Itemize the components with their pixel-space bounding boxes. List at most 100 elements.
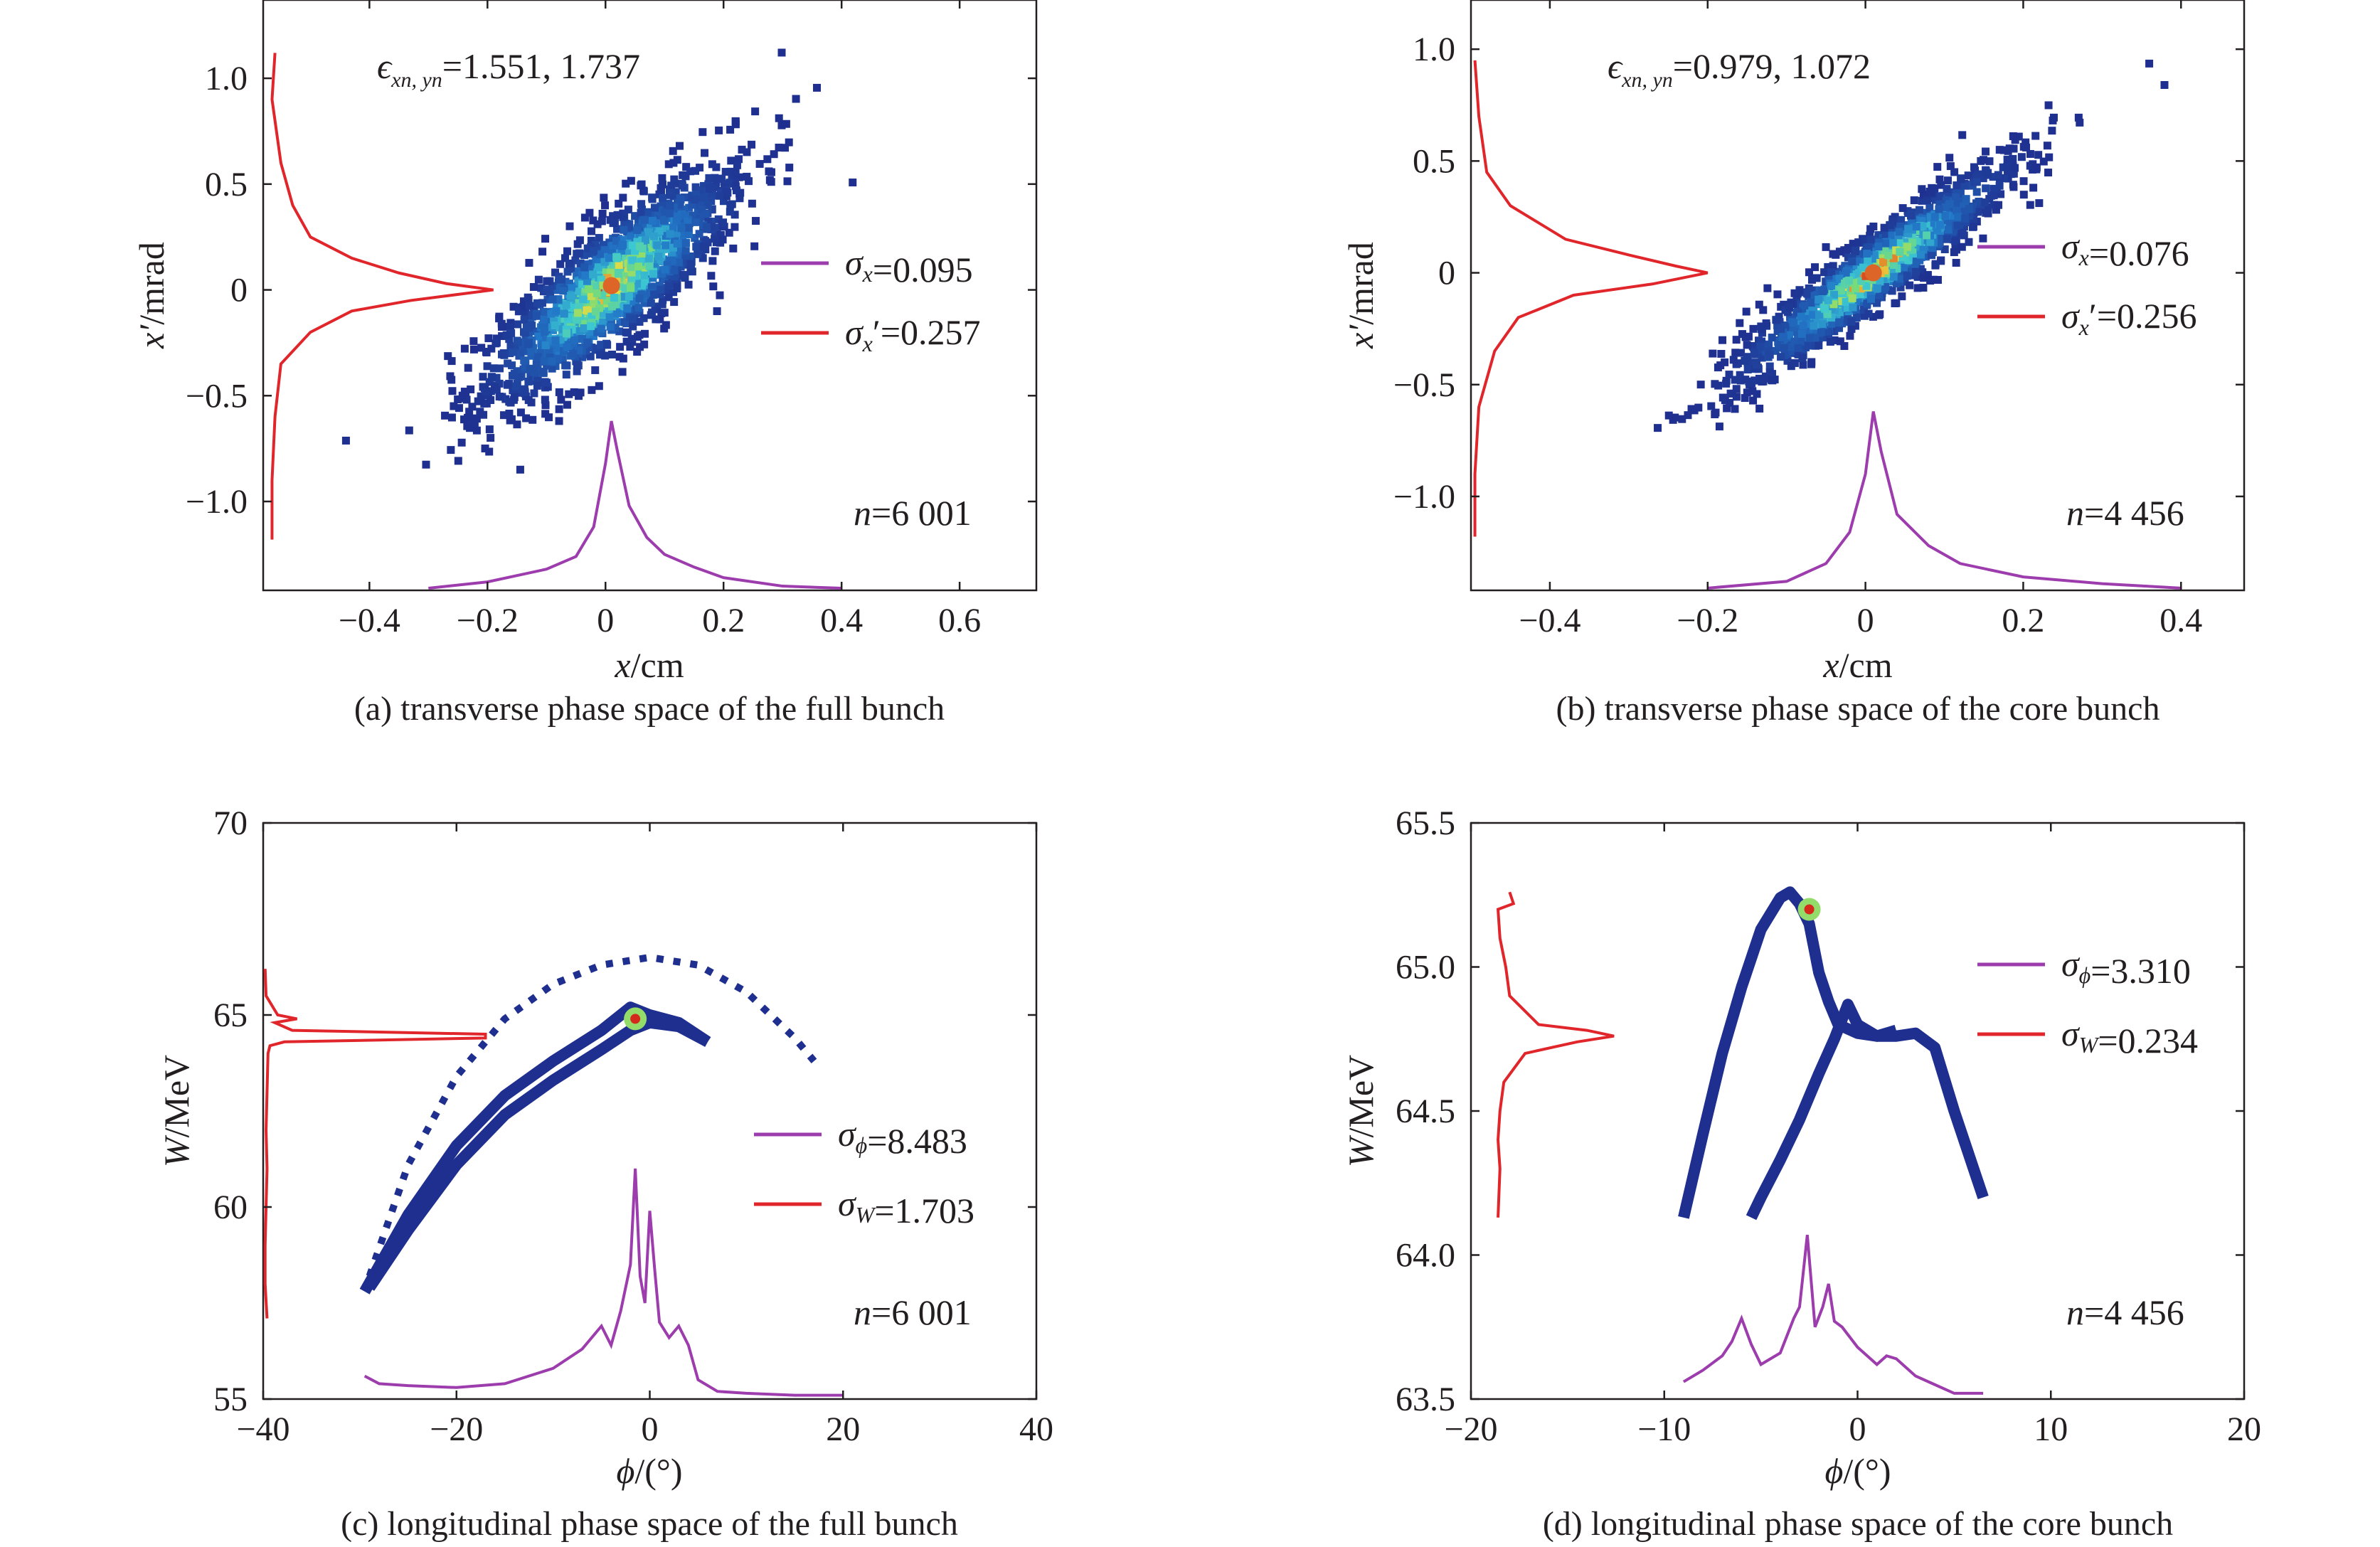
- density-cell-a: [708, 257, 717, 265]
- density-cell-b: [1903, 251, 1911, 260]
- density-cell-b: [1933, 163, 1942, 171]
- density-cell-a: [622, 319, 631, 328]
- density-cell-a: [526, 364, 534, 373]
- density-cell-b: [1762, 319, 1770, 328]
- density-cell-b: [1934, 192, 1943, 201]
- density-cell-a: [650, 290, 659, 299]
- density-cell-a: [726, 208, 734, 216]
- density-cell-a: [640, 271, 649, 280]
- x-tick-label-b: 0.2: [2002, 602, 2044, 639]
- density-cell-a: [538, 248, 547, 256]
- density-cell-a: [625, 247, 634, 255]
- density-cell-b: [1960, 223, 1968, 231]
- density-cell-a: [641, 255, 649, 263]
- x-tick-label-d: 10: [2034, 1410, 2068, 1448]
- density-cell-b: [1852, 246, 1860, 255]
- density-cell-a: [563, 343, 571, 351]
- density-cell-b: [1919, 245, 1928, 254]
- density-cell-b: [1731, 376, 1739, 384]
- density-cell-a: [484, 334, 493, 343]
- density-cell-b: [1849, 303, 1857, 312]
- density-cell-a: [559, 287, 568, 295]
- density-cell-b: [1819, 333, 1828, 341]
- density-cell-a: [595, 243, 604, 252]
- density-cell-b: [1829, 250, 1837, 258]
- density-cell-b: [1722, 379, 1731, 388]
- density-cell-a: [644, 255, 653, 263]
- density-cell-a: [650, 263, 659, 272]
- density-cell-a: [446, 372, 455, 381]
- density-cell-b: [1772, 316, 1780, 324]
- density-cell-a: [618, 368, 627, 376]
- density-cell-b: [1896, 248, 1904, 256]
- density-cell-a: [619, 213, 627, 221]
- density-cell-a: [731, 211, 739, 219]
- density-cell-b: [1848, 257, 1856, 266]
- density-cell-b: [1789, 323, 1797, 331]
- density-cell-a: [656, 290, 664, 299]
- density-cell-a: [605, 313, 614, 321]
- density-cell-b: [1678, 415, 1686, 423]
- density-cell-a: [465, 408, 474, 416]
- density-cell-b: [1884, 251, 1893, 260]
- density-cell-b: [1908, 232, 1916, 240]
- density-cell-b: [1935, 200, 1944, 208]
- density-cell-b: [1943, 235, 1952, 243]
- density-cell-a: [460, 344, 469, 353]
- density-cell-a: [648, 216, 657, 225]
- density-cell-b: [1799, 361, 1807, 369]
- density-cell-a: [619, 240, 627, 249]
- y-profile-curve-d: [1496, 891, 1615, 1218]
- x-tick-label-c: −40: [236, 1410, 289, 1448]
- density-cell-a: [608, 350, 617, 358]
- density-cell-a: [686, 260, 695, 268]
- panel-c: −40 −20 0 20 40 55 60 65 70 σϕ=8.483 σW=1.703 n=6…: [156, 804, 1053, 1543]
- density-cell-a: [554, 312, 563, 321]
- density-cell-b: [1953, 221, 1962, 230]
- density-cell-b: [1958, 131, 1967, 139]
- density-cell-b: [1758, 353, 1766, 362]
- density-cell-b: [1926, 238, 1935, 246]
- density-cell-a: [623, 268, 632, 277]
- density-cell-b: [1718, 336, 1727, 344]
- density-cell-b: [1874, 255, 1883, 264]
- density-cell-b: [1965, 209, 1973, 218]
- density-cell-b: [1793, 307, 1802, 316]
- density-cell-a: [477, 344, 486, 352]
- density-cell-b: [2003, 166, 2012, 175]
- density-cell-b: [2019, 191, 2028, 199]
- density-cell-a: [597, 341, 605, 349]
- density-cell-a: [624, 206, 632, 214]
- density-cell-b: [1950, 197, 1958, 206]
- density-cell-a: [662, 287, 670, 295]
- density-cell-a: [673, 285, 681, 293]
- density-cell-a: [524, 295, 533, 304]
- density-cell-a: [405, 426, 413, 435]
- density-cell-b: [1794, 350, 1802, 358]
- density-cell-b: [1899, 257, 1908, 266]
- density-cell-b: [1923, 231, 1931, 240]
- density-cell-b: [1930, 218, 1938, 227]
- density-cell-b: [1860, 312, 1869, 320]
- density-cell-a: [506, 319, 515, 327]
- density-cell-b: [1827, 305, 1836, 314]
- density-cell-a: [735, 173, 743, 181]
- density-cell-b: [1819, 314, 1827, 323]
- density-cell-a: [543, 295, 552, 304]
- density-cell-b: [1811, 334, 1819, 342]
- density-cell-a: [637, 208, 645, 217]
- density-cell-b: [1751, 365, 1759, 373]
- density-cell-a: [481, 445, 489, 453]
- density-cell-a: [594, 263, 602, 272]
- density-cell-a: [745, 177, 753, 186]
- density-cell-a: [681, 247, 690, 255]
- density-cell-a: [619, 193, 627, 202]
- density-cell-a: [540, 357, 548, 366]
- density-cell-a: [657, 257, 665, 266]
- density-cell-b: [1994, 201, 2003, 209]
- density-cell-a: [341, 436, 350, 445]
- legend-label-a: σx′=0.257: [845, 312, 981, 356]
- density-cell-a: [716, 230, 725, 239]
- density-cell-b: [1912, 223, 1921, 231]
